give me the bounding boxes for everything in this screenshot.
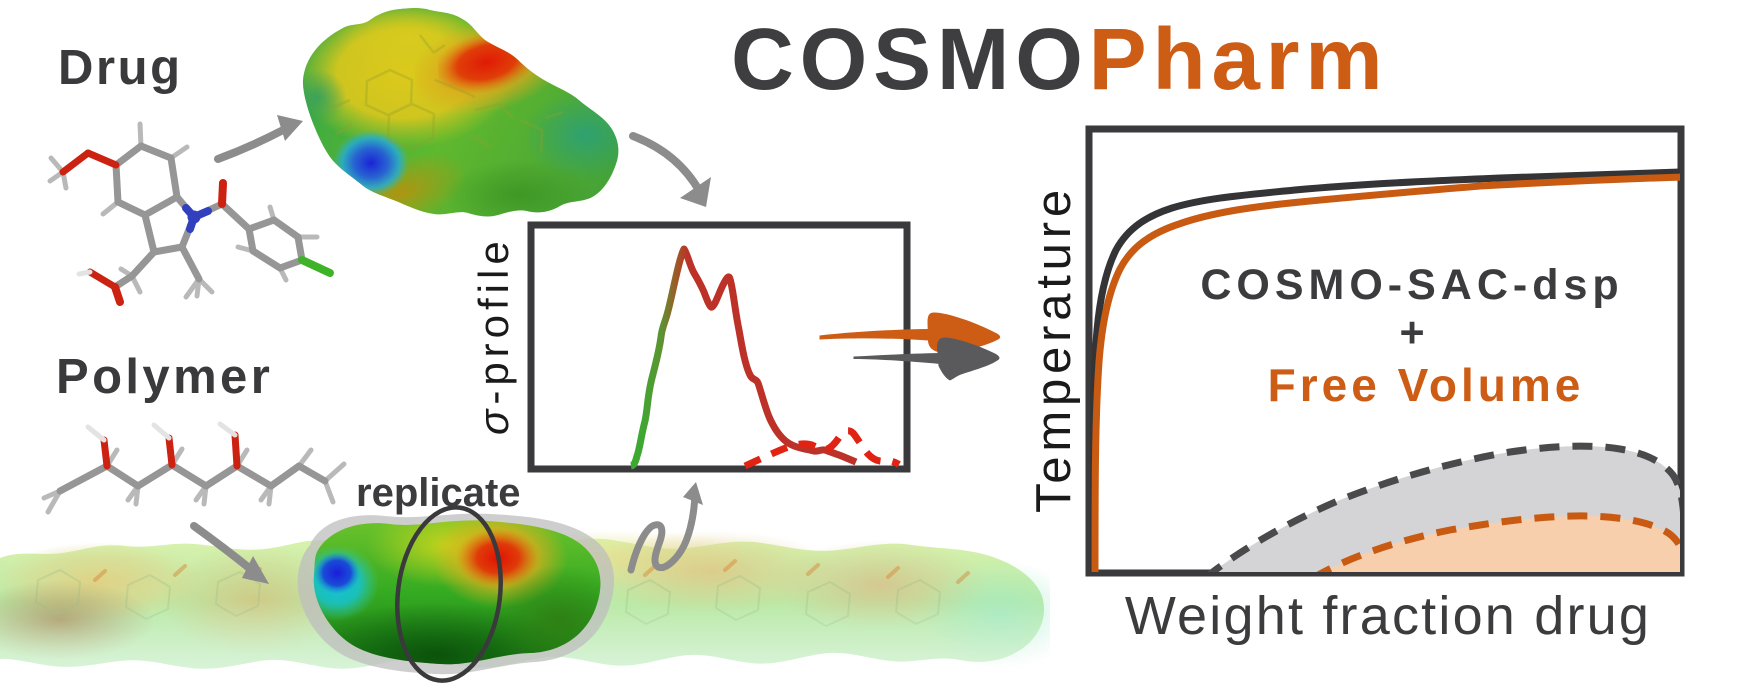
- svg-text:replicate: replicate: [356, 471, 521, 515]
- svg-text:Polymer: Polymer: [56, 350, 273, 404]
- svg-text:Weight fraction drug: Weight fraction drug: [1125, 586, 1651, 646]
- svg-text:COSMOPharm: COSMOPharm: [731, 11, 1388, 108]
- svg-text:Drug: Drug: [58, 41, 183, 95]
- svg-text:σ-profile: σ-profile: [470, 236, 517, 435]
- svg-text:Free Volume: Free Volume: [1268, 359, 1585, 411]
- svg-text:+: +: [1399, 309, 1424, 357]
- svg-text:COSMO-SAC-dsp: COSMO-SAC-dsp: [1200, 261, 1623, 309]
- svg-text:Temperature: Temperature: [1027, 185, 1081, 513]
